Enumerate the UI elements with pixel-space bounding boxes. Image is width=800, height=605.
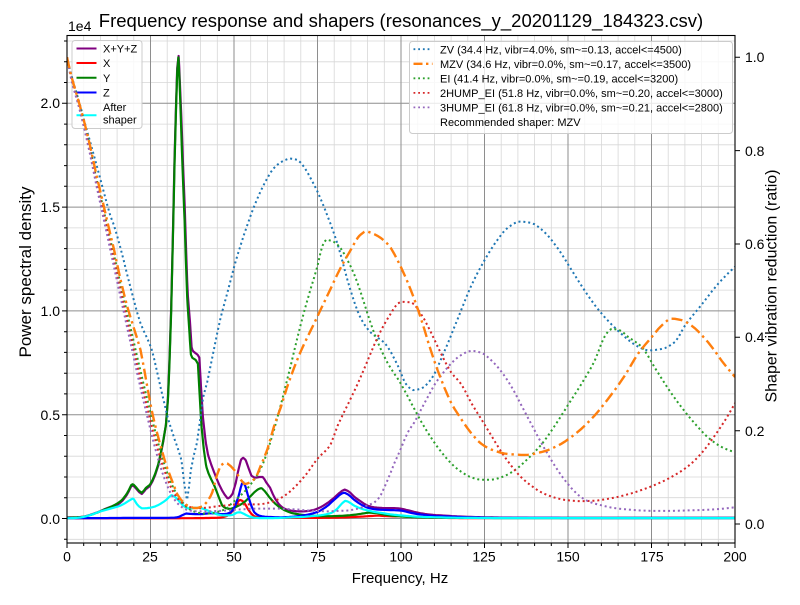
svg-text:125: 125 xyxy=(472,549,496,565)
svg-text:1.0: 1.0 xyxy=(41,303,61,319)
svg-text:0.2: 0.2 xyxy=(745,423,765,439)
svg-text:0.4: 0.4 xyxy=(745,329,765,345)
svg-text:200: 200 xyxy=(723,549,747,565)
svg-text:0.6: 0.6 xyxy=(745,236,765,252)
svg-text:75: 75 xyxy=(310,549,326,565)
svg-text:Z: Z xyxy=(103,88,110,100)
svg-text:1.5: 1.5 xyxy=(41,199,61,215)
svg-text:X+Y+Z: X+Y+Z xyxy=(103,44,138,56)
svg-text:MZV (34.6 Hz, vibr=0.0%, sm~=0: MZV (34.6 Hz, vibr=0.0%, sm~=0.17, accel… xyxy=(440,59,691,71)
svg-text:25: 25 xyxy=(142,549,158,565)
svg-text:ZV (34.4 Hz, vibr=4.0%, sm~=0.: ZV (34.4 Hz, vibr=4.0%, sm~=0.13, accel<… xyxy=(440,44,682,56)
svg-text:175: 175 xyxy=(640,549,664,565)
svg-text:Shaper vibration reduction (ra: Shaper vibration reduction (ratio) xyxy=(764,169,781,402)
svg-text:1e4: 1e4 xyxy=(68,18,92,34)
svg-text:Y: Y xyxy=(103,73,111,85)
svg-text:50: 50 xyxy=(226,549,242,565)
svg-text:150: 150 xyxy=(556,549,580,565)
svg-text:2.0: 2.0 xyxy=(41,95,61,111)
svg-text:1.0: 1.0 xyxy=(745,49,765,65)
svg-text:0.8: 0.8 xyxy=(745,143,765,159)
svg-text:3HUMP_EI (61.8 Hz, vibr=0.0%,: 3HUMP_EI (61.8 Hz, vibr=0.0%, sm~=0.21, … xyxy=(440,103,723,115)
svg-text:Recommended shaper: MZV: Recommended shaper: MZV xyxy=(440,117,581,129)
svg-text:0.0: 0.0 xyxy=(41,511,61,527)
svg-text:0.5: 0.5 xyxy=(41,407,61,423)
svg-text:Frequency, Hz: Frequency, Hz xyxy=(352,570,448,587)
svg-text:100: 100 xyxy=(389,549,413,565)
svg-text:Frequency response and shapers: Frequency response and shapers (resonanc… xyxy=(99,10,703,32)
svg-text:0.0: 0.0 xyxy=(745,516,765,532)
svg-text:After: After xyxy=(103,102,127,114)
svg-text:shaper: shaper xyxy=(103,114,137,126)
svg-text:Power spectral density: Power spectral density xyxy=(16,186,35,358)
svg-text:EI (41.4 Hz, vibr=0.0%, sm~=0.: EI (41.4 Hz, vibr=0.0%, sm~=0.19, accel<… xyxy=(440,74,678,86)
svg-text:0: 0 xyxy=(63,549,71,565)
svg-text:X: X xyxy=(103,58,111,70)
svg-text:2HUMP_EI (51.8 Hz, vibr=0.0%,: 2HUMP_EI (51.8 Hz, vibr=0.0%, sm~=0.20, … xyxy=(440,88,723,100)
